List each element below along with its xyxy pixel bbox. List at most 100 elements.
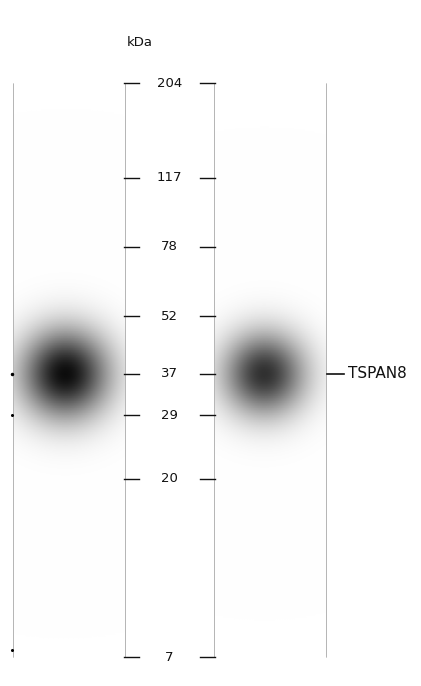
Bar	[215, 198, 325, 210]
Bar	[215, 152, 325, 164]
Text: COLO 205: COLO 205	[56, 33, 69, 99]
Bar	[215, 233, 325, 244]
Bar	[14, 646, 124, 657]
Text: HT-29: HT-29	[257, 47, 270, 86]
Bar	[215, 129, 325, 141]
Bar	[14, 106, 124, 118]
Bar	[14, 359, 124, 370]
Bar	[14, 485, 124, 497]
Bar	[14, 84, 124, 95]
Bar	[215, 427, 325, 439]
Bar	[14, 531, 124, 543]
Bar	[14, 439, 124, 451]
Bar	[215, 290, 325, 301]
Bar	[215, 370, 325, 382]
Bar	[215, 95, 325, 106]
Bar	[14, 324, 124, 336]
Bar	[14, 519, 124, 531]
Bar	[215, 175, 325, 187]
Bar	[14, 141, 124, 152]
Bar	[14, 187, 124, 198]
Bar	[14, 611, 124, 623]
Bar	[215, 141, 325, 152]
Bar	[215, 635, 325, 646]
Bar	[215, 359, 325, 370]
Text: kDa: kDa	[126, 36, 152, 49]
Bar	[215, 187, 325, 198]
Bar	[14, 84, 124, 657]
Bar	[215, 416, 325, 427]
Bar	[215, 336, 325, 347]
Bar	[215, 531, 325, 543]
Bar	[215, 589, 325, 600]
Bar	[215, 279, 325, 290]
Bar	[215, 451, 325, 462]
Bar	[215, 210, 325, 221]
Bar	[14, 451, 124, 462]
Bar	[14, 635, 124, 646]
Bar	[215, 485, 325, 497]
Bar	[14, 256, 124, 267]
Bar	[14, 473, 124, 485]
Text: 37: 37	[161, 368, 178, 381]
Bar	[14, 382, 124, 393]
Bar	[215, 347, 325, 359]
Bar	[215, 611, 325, 623]
Bar	[14, 589, 124, 600]
Bar	[215, 577, 325, 589]
Bar	[14, 336, 124, 347]
Bar	[14, 543, 124, 554]
Bar	[215, 164, 325, 175]
Bar	[215, 508, 325, 519]
Bar	[215, 543, 325, 554]
Bar	[14, 118, 124, 129]
Bar	[14, 152, 124, 164]
Bar	[215, 118, 325, 129]
Bar	[215, 473, 325, 485]
Bar	[14, 347, 124, 359]
Bar	[215, 393, 325, 405]
Bar	[14, 267, 124, 279]
Bar	[14, 405, 124, 416]
Text: 20: 20	[161, 472, 178, 485]
Bar	[215, 267, 325, 279]
Bar	[14, 497, 124, 508]
Bar	[14, 210, 124, 221]
Bar	[215, 84, 325, 95]
Bar	[215, 106, 325, 118]
Bar	[14, 279, 124, 290]
Bar	[215, 313, 325, 324]
Bar	[215, 382, 325, 393]
Bar	[14, 95, 124, 106]
Bar	[14, 508, 124, 519]
Bar	[14, 313, 124, 324]
Bar	[14, 301, 124, 313]
Bar	[215, 519, 325, 531]
Bar	[14, 416, 124, 427]
Text: 117: 117	[157, 172, 182, 185]
Text: 29: 29	[161, 409, 178, 422]
Bar	[14, 84, 124, 657]
Text: 52: 52	[161, 309, 178, 322]
Bar	[14, 600, 124, 611]
Bar	[215, 84, 325, 657]
Text: 78: 78	[161, 241, 178, 254]
Bar	[14, 554, 124, 565]
Bar	[215, 405, 325, 416]
Bar	[215, 600, 325, 611]
Bar	[215, 623, 325, 635]
Bar	[215, 256, 325, 267]
Bar	[215, 439, 325, 451]
Bar	[215, 554, 325, 565]
Bar	[215, 221, 325, 233]
Bar	[14, 427, 124, 439]
Bar	[215, 84, 325, 657]
Bar	[14, 175, 124, 187]
Bar	[14, 233, 124, 244]
Bar	[14, 623, 124, 635]
Bar	[14, 221, 124, 233]
Bar	[215, 646, 325, 657]
Bar	[215, 497, 325, 508]
Bar	[215, 301, 325, 313]
Bar	[14, 198, 124, 210]
